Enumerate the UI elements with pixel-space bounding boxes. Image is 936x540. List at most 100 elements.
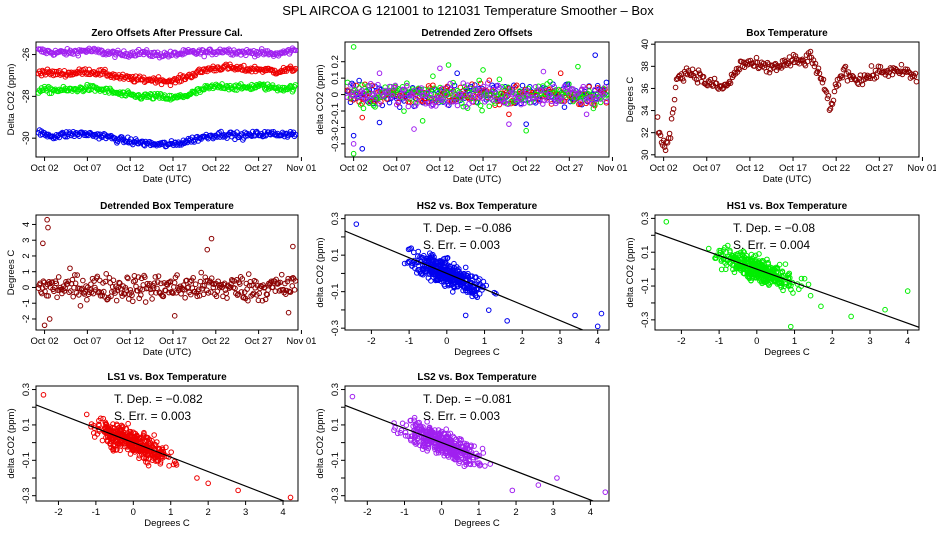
scatter-point: [756, 260, 763, 267]
scatter-point: [437, 263, 444, 269]
series-point-box-temperature: [736, 66, 743, 73]
series-point-green: [477, 102, 484, 109]
series-point-box-temperature: [787, 62, 794, 69]
regression-line: [36, 404, 286, 501]
series-point-box-temperature: [827, 105, 834, 112]
x-axis-label: Date (UTC): [143, 174, 192, 185]
series-point-purple: [602, 84, 608, 90]
series-point-detrended-temperature: [187, 291, 194, 298]
series-point-purple: [417, 88, 423, 95]
x-tick-label: -2: [363, 507, 371, 518]
scatter-point: [415, 253, 421, 260]
series-point-detrended-temperature: [291, 287, 298, 293]
series-point-box-temperature: [842, 63, 849, 70]
x-tick-label: 1: [482, 336, 487, 347]
series-point-green: [84, 81, 90, 88]
outlier-point: [535, 482, 542, 488]
series-point-box-temperature: [898, 61, 905, 68]
series-point-purple: [346, 88, 352, 95]
scatter-point: [403, 422, 410, 428]
x-tick-label: Oct 27: [245, 163, 273, 174]
series-point-purple: [557, 95, 563, 102]
series-point-box-temperature: [689, 66, 696, 73]
y-axis-label: delta CO2 (ppm): [315, 408, 326, 478]
series-point-blue: [519, 82, 526, 89]
series-point-green: [359, 82, 365, 88]
scatter-point: [125, 420, 131, 427]
x-tick-label: 0: [131, 507, 136, 518]
outlier-point: [350, 141, 357, 147]
outlier-point: [818, 303, 824, 310]
x-tick-label: Oct 02: [31, 163, 59, 174]
series-point-detrended-temperature: [197, 278, 204, 285]
y-tick-label: 0.1: [21, 418, 32, 431]
scatter-point: [727, 247, 733, 254]
x-tick-label: Oct 12: [116, 163, 144, 174]
scatter-point: [136, 455, 142, 462]
series-point-red: [477, 80, 484, 87]
series-point-green: [290, 87, 297, 93]
outlier-point: [290, 243, 296, 250]
series-point-box-temperature: [826, 107, 833, 113]
scatter-point: [472, 292, 479, 299]
x-axis-label: Degrees C: [144, 518, 190, 529]
plot-frame: [654, 214, 920, 331]
main-title: SPL AIRCOA G 121001 to 121031 Temperatur…: [282, 3, 654, 18]
scatter-point: [742, 255, 749, 262]
series-point-purple: [566, 90, 572, 96]
series-point-detrended-temperature: [265, 287, 271, 293]
series-point-purple: [435, 97, 442, 104]
scatter-point: [103, 421, 110, 428]
series-point-green: [372, 104, 378, 110]
scatter-point: [476, 460, 483, 466]
outlier-point: [353, 221, 360, 227]
series-point-purple: [479, 95, 485, 101]
series-point-green: [402, 88, 409, 94]
scatter-point: [166, 463, 172, 469]
panel-title: HS2 vs. Box Temperature: [417, 201, 538, 212]
panel-title: Zero Offsets After Pressure Cal.: [91, 28, 243, 39]
series-point-detrended-temperature: [114, 287, 121, 293]
series-point-green: [430, 73, 436, 79]
y-tick-label: -28: [21, 89, 32, 103]
series-point-purple: [405, 103, 412, 110]
scatter-point: [420, 271, 426, 278]
series-point-detrended-temperature: [45, 293, 52, 299]
series-point-detrended-temperature: [237, 281, 243, 287]
outlier-point: [572, 312, 578, 319]
outlier-point: [882, 306, 888, 313]
scatter-point: [394, 430, 401, 437]
scatter-point: [406, 259, 413, 265]
series-point-detrended-temperature: [54, 294, 60, 301]
scatter-point: [405, 258, 412, 265]
series-point-purple: [551, 84, 558, 90]
x-tick-label: 3: [243, 507, 248, 518]
series-point-blue: [280, 131, 287, 137]
series-point-purple: [574, 90, 581, 97]
scatter-point: [141, 431, 147, 437]
outlier-point: [583, 111, 590, 118]
scatter-point: [751, 271, 758, 278]
series-point-blue: [396, 104, 403, 110]
temperature-dependence-label: T. Dep. = −0.082: [114, 392, 203, 406]
series-point-red: [241, 62, 247, 69]
outlier-point: [171, 313, 178, 319]
panel-title: LS2 vs. Box Temperature: [417, 372, 537, 383]
series-point-green: [46, 90, 53, 97]
x-tick-label: 4: [595, 336, 600, 347]
scatter-point: [145, 462, 152, 469]
series-point-box-temperature: [839, 74, 846, 81]
scatter-point: [460, 443, 467, 450]
panel-title: Box Temperature: [746, 28, 828, 39]
series-point-red: [102, 66, 108, 73]
series-point-purple: [251, 53, 258, 60]
y-tick-label: 1: [21, 269, 32, 274]
series-point-purple: [352, 86, 358, 92]
scatter-point: [401, 260, 408, 267]
scatter-point: [746, 258, 752, 265]
series-point-box-temperature: [792, 53, 799, 59]
series-point-purple: [363, 95, 370, 102]
series-point-detrended-temperature: [223, 290, 229, 297]
series-point-purple: [367, 80, 374, 87]
standard-error-label: S. Err. = 0.004: [733, 238, 810, 252]
